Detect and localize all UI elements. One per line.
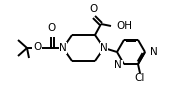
Text: N: N	[114, 60, 122, 70]
Text: N: N	[59, 43, 67, 53]
Text: OH: OH	[116, 21, 132, 31]
Text: O: O	[33, 42, 41, 52]
Text: N: N	[100, 43, 108, 53]
Text: Cl: Cl	[135, 73, 145, 83]
Text: O: O	[89, 4, 97, 14]
Text: N: N	[150, 47, 158, 57]
Text: O: O	[47, 23, 55, 33]
